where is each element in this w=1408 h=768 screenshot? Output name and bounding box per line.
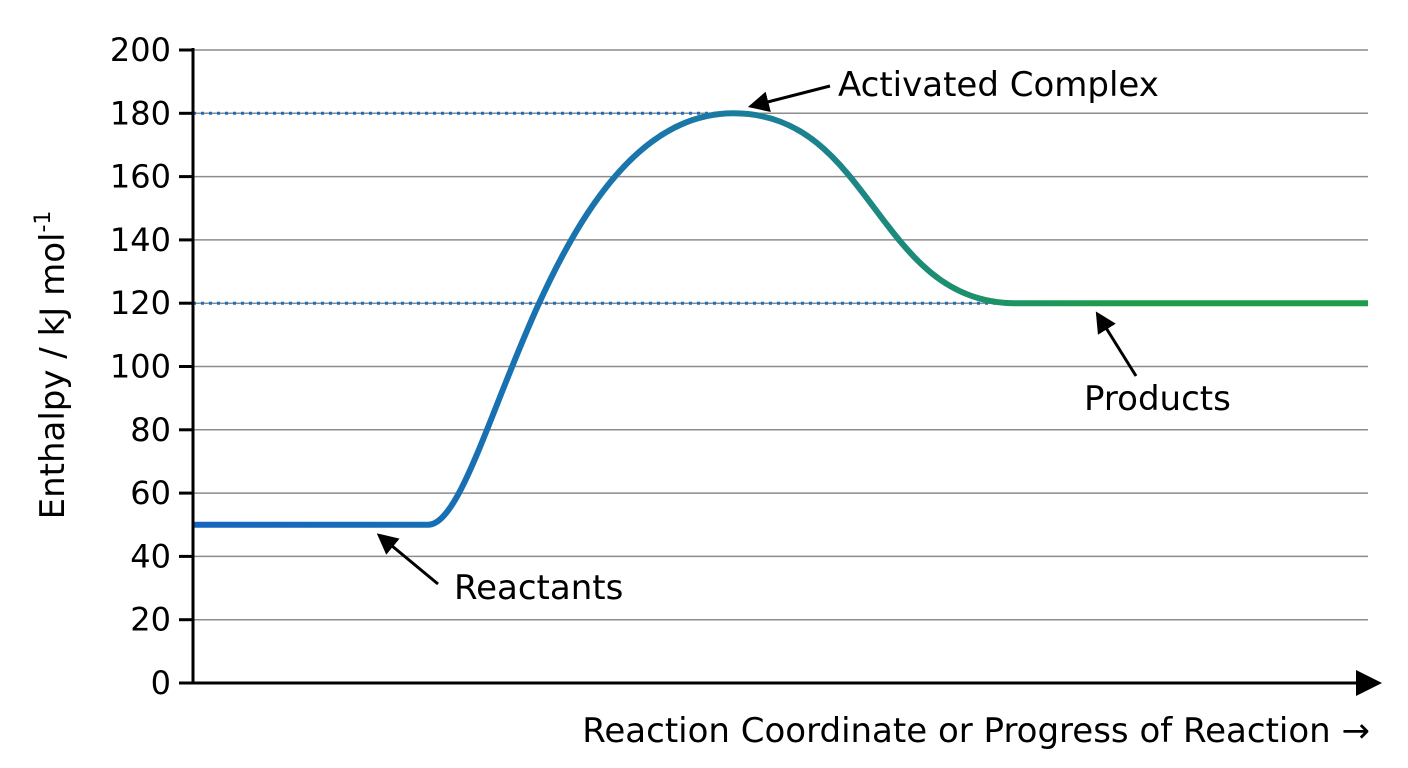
reactants-label: Reactants <box>454 568 623 608</box>
y-tick-label: 100 <box>110 348 171 386</box>
y-tick-label: 120 <box>110 284 171 322</box>
y-axis-label: Enthalpy / kJ mol-1 <box>31 211 73 520</box>
y-tick-label: 0 <box>151 664 171 702</box>
reactants-arrow <box>376 533 439 586</box>
annotations: Activated Complex Products Reactants <box>376 65 1231 608</box>
y-axis-label-superscript: -1 <box>31 211 56 233</box>
x-axis-arrowhead <box>1356 670 1382 696</box>
products-arrow <box>1095 311 1138 377</box>
activated-complex-arrow <box>747 84 831 112</box>
activated-complex-label: Activated Complex <box>838 65 1159 105</box>
enthalpy-curve <box>193 110 1368 528</box>
y-tick-label: 200 <box>110 31 171 69</box>
y-tick-label: 160 <box>110 158 171 196</box>
products-label: Products <box>1084 379 1231 419</box>
x-axis-label: Reaction Coordinate or Progress of React… <box>582 711 1370 751</box>
y-axis-label-main: Enthalpy / kJ mol <box>33 233 73 520</box>
y-tick-label: 180 <box>110 94 171 132</box>
reference-lines <box>193 111 1000 305</box>
gridlines <box>193 49 1368 621</box>
y-tick-label: 40 <box>130 537 171 575</box>
y-tick-label: 140 <box>110 221 171 259</box>
y-tick-label: 20 <box>130 601 171 639</box>
y-axis-ticks: 0 20 40 60 80 100 120 140 160 180 200 <box>110 31 193 702</box>
y-tick-label: 60 <box>130 474 171 512</box>
y-tick-label: 80 <box>130 411 171 449</box>
